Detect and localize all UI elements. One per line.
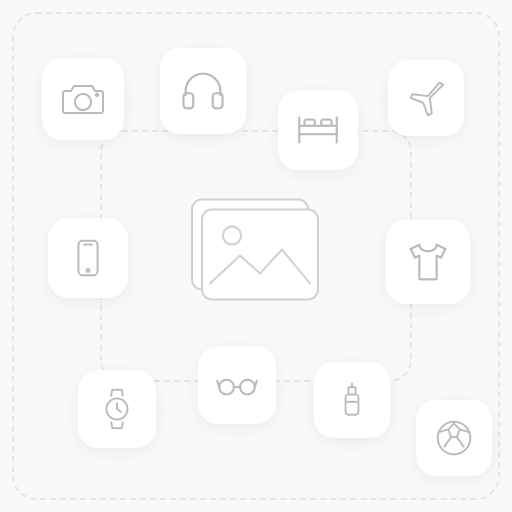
soccer-ball-icon [431, 415, 477, 461]
category-tile-airplane[interactable] [388, 60, 464, 136]
category-tile-camera[interactable] [42, 58, 124, 140]
category-tile-headphones[interactable] [160, 48, 246, 134]
category-tile-watch[interactable] [78, 370, 156, 448]
category-tile-spray[interactable] [314, 362, 390, 438]
smartphone-icon [65, 235, 111, 281]
image-placeholder [186, 196, 326, 317]
watch-icon [94, 386, 140, 432]
category-tile-soccer[interactable] [416, 400, 492, 476]
spray-bottle-icon [330, 378, 374, 422]
category-tile-glasses[interactable] [198, 346, 276, 424]
glasses-icon [212, 360, 262, 410]
bed-icon [293, 105, 343, 155]
camera-icon [59, 75, 107, 123]
tshirt-icon [402, 236, 454, 288]
category-tile-smartphone[interactable] [48, 218, 128, 298]
category-tile-bed[interactable] [278, 90, 358, 170]
category-tile-tshirt[interactable] [386, 220, 470, 304]
headphones-icon [177, 65, 229, 117]
airplane-icon [403, 75, 449, 121]
